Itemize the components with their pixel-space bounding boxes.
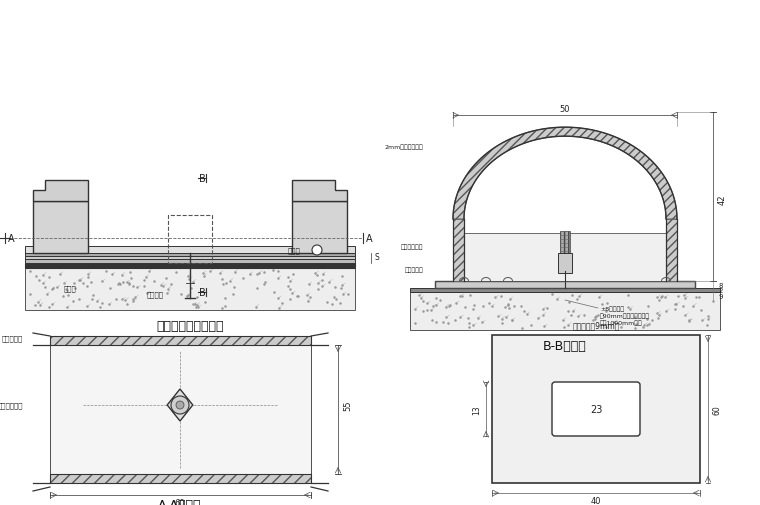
- Text: 55: 55: [344, 400, 353, 411]
- Text: A: A: [8, 233, 14, 243]
- Text: ±8钻管螺栓: ±8钻管螺栓: [600, 306, 624, 311]
- Bar: [410, 292, 720, 330]
- Circle shape: [171, 396, 189, 414]
- Text: 9: 9: [719, 293, 724, 299]
- Bar: [25, 257, 355, 260]
- Bar: [50, 345, 311, 474]
- Bar: [25, 260, 355, 264]
- Bar: [453, 220, 464, 281]
- Bar: [25, 254, 355, 257]
- Circle shape: [176, 401, 184, 409]
- Text: 中距1000mm左右: 中距1000mm左右: [600, 320, 643, 325]
- Text: 13: 13: [473, 405, 482, 414]
- Text: A: A: [366, 233, 372, 243]
- Text: 60: 60: [713, 405, 721, 414]
- Bar: [50, 474, 311, 483]
- Text: 2mm厚铝合金道牙: 2mm厚铝合金道牙: [385, 144, 423, 149]
- Bar: [410, 288, 720, 292]
- Polygon shape: [167, 389, 193, 421]
- Bar: [410, 292, 720, 330]
- Bar: [666, 220, 677, 281]
- FancyBboxPatch shape: [552, 382, 640, 436]
- Bar: [168, 216, 212, 264]
- Text: 铝合金道水平: 铝合金道水平: [0, 402, 23, 409]
- Text: 长90mm打入塑胶边沿内: 长90mm打入塑胶边沿内: [600, 313, 650, 318]
- Bar: [492, 335, 700, 483]
- Text: 铝合金道牙侧立面图: 铝合金道牙侧立面图: [157, 320, 223, 333]
- Bar: [435, 281, 695, 288]
- Text: 2: 2: [719, 287, 724, 293]
- Bar: [435, 281, 695, 288]
- Bar: [560, 231, 570, 254]
- Text: A-A剖面图: A-A剖面图: [158, 498, 201, 505]
- Polygon shape: [292, 181, 347, 201]
- Bar: [50, 474, 311, 483]
- Bar: [25, 246, 355, 254]
- Text: S: S: [375, 253, 379, 262]
- Circle shape: [312, 245, 322, 256]
- Text: 23: 23: [590, 404, 602, 414]
- Bar: [33, 201, 88, 254]
- Bar: [292, 201, 347, 254]
- Text: 40: 40: [591, 496, 601, 505]
- Bar: [50, 336, 311, 345]
- Text: 铝合金道水平: 铝合金道水平: [401, 244, 423, 249]
- Text: 溢水孔: 溢水孔: [287, 247, 300, 254]
- Text: 铝合金道牙: 铝合金道牙: [2, 335, 23, 341]
- Bar: [50, 336, 311, 345]
- Polygon shape: [453, 128, 677, 220]
- Text: 50: 50: [560, 105, 570, 114]
- Text: B: B: [198, 174, 205, 184]
- Text: 60: 60: [175, 498, 185, 505]
- Polygon shape: [33, 181, 88, 201]
- Bar: [464, 233, 666, 281]
- Text: 冷置螺栓: 冷置螺栓: [147, 291, 163, 298]
- Bar: [558, 254, 572, 274]
- Text: 8: 8: [719, 282, 724, 288]
- Text: 42: 42: [717, 194, 727, 205]
- Text: 铝合金垫块: 铝合金垫块: [404, 267, 423, 272]
- Text: 铝合金垫块9mm厚: 铝合金垫块9mm厚: [572, 321, 619, 330]
- Bar: [25, 264, 355, 269]
- Text: 铝垫块: 铝垫块: [64, 285, 76, 292]
- Bar: [25, 269, 355, 311]
- Text: B: B: [198, 287, 205, 297]
- Bar: [25, 269, 355, 311]
- Text: B-B剖面图: B-B剖面图: [543, 340, 587, 353]
